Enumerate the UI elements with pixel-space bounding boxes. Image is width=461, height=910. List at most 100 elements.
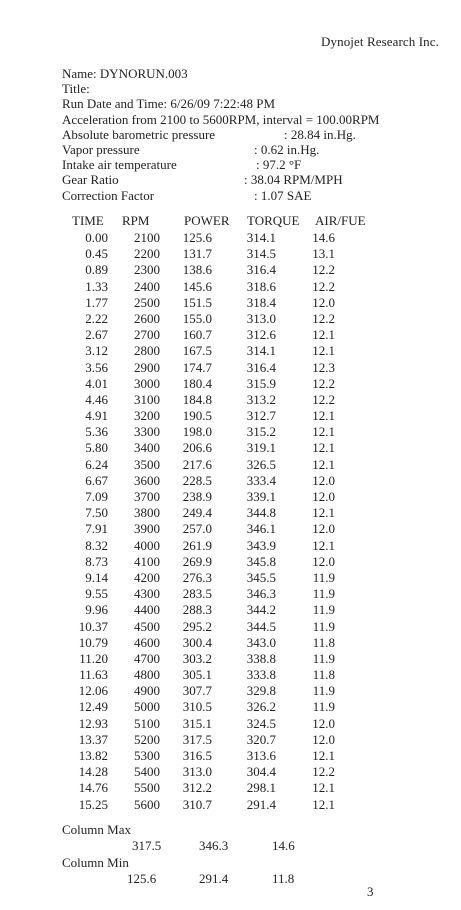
cell-airfuel: 12.2 xyxy=(312,391,335,407)
cell-rpm: 3100 xyxy=(134,391,160,407)
cell-power: 167.5 xyxy=(182,343,212,359)
table-row: 2.67 2700 160.7 312.6 12.1 xyxy=(0,327,461,343)
cell-torque: 315.9 xyxy=(246,375,276,391)
cell-power: 303.2 xyxy=(182,650,212,666)
cell-torque: 333.8 xyxy=(246,667,276,683)
table-row: 10.37 4500 295.2 344.5 11.9 xyxy=(0,619,461,635)
max-airfuel: 14.6 xyxy=(272,838,295,853)
cell-power: 312.2 xyxy=(182,780,212,796)
cell-airfuel: 12.0 xyxy=(312,489,335,504)
cell-torque: 315.2 xyxy=(246,424,276,440)
cell-time: 13.82 xyxy=(78,748,108,763)
cell-time: 15.25 xyxy=(78,796,108,812)
cell-torque: 316.4 xyxy=(246,359,276,375)
cell-airfuel: 11.9 xyxy=(312,650,335,666)
cell-time: 12.49 xyxy=(78,699,108,715)
table-row: 0.45 2200 131.7 314.5 13.1 xyxy=(0,246,461,262)
cell-rpm: 4400 xyxy=(134,602,160,618)
cell-torque: 298.1 xyxy=(246,780,276,796)
table-row: 4.01 3000 180.4 315.9 12.2 xyxy=(0,376,461,392)
cell-airfuel: 12.2 xyxy=(312,375,335,391)
cell-airfuel: 12.3 xyxy=(312,359,335,375)
cell-power: 305.1 xyxy=(182,667,212,683)
intake-temp-value: : 97.2 °F xyxy=(256,157,302,173)
cell-time: 7.50 xyxy=(85,505,108,521)
cell-time: 6.24 xyxy=(85,456,108,472)
cell-airfuel: 12.1 xyxy=(312,505,335,521)
cell-time: 11.20 xyxy=(79,650,108,666)
table-row: 9.96 4400 288.3 344.2 11.9 xyxy=(0,602,461,618)
cell-torque: 316.4 xyxy=(246,262,276,278)
cell-airfuel: 12.0 xyxy=(312,521,335,537)
cell-power: 198.0 xyxy=(182,424,212,440)
table-row: 7.50 3800 249.4 344.8 12.1 xyxy=(0,505,461,521)
cell-power: 190.5 xyxy=(182,408,212,424)
cell-power: 307.7 xyxy=(182,683,212,699)
cell-rpm: 2100 xyxy=(134,230,160,245)
cell-power: 151.5 xyxy=(182,294,212,310)
table-row: 4.46 3100 184.8 313.2 12.2 xyxy=(0,392,461,408)
cell-time: 6.67 xyxy=(85,472,108,488)
table-row: 12.49 5000 310.5 326.2 11.9 xyxy=(0,699,461,715)
cell-power: 288.3 xyxy=(182,602,212,618)
table-row: 11.63 4800 305.1 333.8 11.8 xyxy=(0,667,461,683)
cell-time: 4.01 xyxy=(85,375,108,391)
cell-airfuel: 11.8 xyxy=(312,634,335,650)
cell-time: 10.37 xyxy=(78,618,108,634)
cell-rpm: 3300 xyxy=(134,424,160,440)
col-header-time: TIME xyxy=(72,213,104,228)
cell-airfuel: 11.9 xyxy=(312,683,335,699)
cell-airfuel: 14.6 xyxy=(312,230,335,245)
cell-power: 300.4 xyxy=(182,634,212,650)
cell-rpm: 2300 xyxy=(134,262,160,278)
cell-airfuel: 12.1 xyxy=(312,440,335,456)
col-header-power: POWER xyxy=(184,213,230,228)
cell-airfuel: 12.0 xyxy=(312,731,335,747)
cell-power: 155.0 xyxy=(182,310,212,326)
table-row: 6.24 3500 217.6 326.5 12.1 xyxy=(0,457,461,473)
cell-airfuel: 12.2 xyxy=(312,278,335,294)
cell-torque: 346.3 xyxy=(246,586,276,602)
cell-torque: 313.6 xyxy=(246,748,276,763)
cell-torque: 318.6 xyxy=(246,278,276,294)
col-header-airfuel: AIR/FUE xyxy=(315,213,366,228)
run-date-time: Run Date and Time: 6/26/09 7:22:48 PM xyxy=(62,96,276,112)
cell-torque: 314.5 xyxy=(246,246,276,262)
cell-rpm: 5100 xyxy=(134,715,160,731)
cell-time: 7.09 xyxy=(85,489,108,504)
gear-ratio-label: Gear Ratio xyxy=(62,172,119,188)
cell-rpm: 4100 xyxy=(134,553,160,569)
cell-rpm: 5000 xyxy=(134,699,160,715)
vapor-pressure-value: : 0.62 in.Hg. xyxy=(254,141,320,157)
cell-torque: 339.1 xyxy=(246,489,276,504)
cell-torque: 313.0 xyxy=(246,310,276,326)
cell-airfuel: 12.1 xyxy=(312,456,335,472)
cell-power: 180.4 xyxy=(182,375,212,391)
cell-time: 3.56 xyxy=(85,359,108,375)
cell-torque: 344.8 xyxy=(246,505,276,521)
gear-ratio-value: : 38.04 RPM/MPH xyxy=(244,172,343,188)
cell-power: 315.1 xyxy=(182,715,212,731)
cell-airfuel: 12.0 xyxy=(312,715,335,731)
col-header-torque: TORQUE xyxy=(247,213,300,228)
cell-rpm: 4500 xyxy=(134,618,160,634)
baro-pressure-label: Absolute barometric pressure xyxy=(62,126,216,142)
cell-torque: 304.4 xyxy=(246,764,276,780)
company-header: Dynojet Research Inc. xyxy=(321,34,439,49)
run-name: Name: DYNORUN.003 xyxy=(62,66,188,81)
table-row: 6.67 3600 228.5 333.4 12.0 xyxy=(0,473,461,489)
cell-torque: 329.8 xyxy=(246,683,276,699)
table-row: 7.91 3900 257.0 346.1 12.0 xyxy=(0,521,461,537)
cell-power: 160.7 xyxy=(182,327,212,343)
table-row: 13.37 5200 317.5 320.7 12.0 xyxy=(0,732,461,748)
cell-torque: 318.4 xyxy=(246,294,276,310)
table-row: 12.93 5100 315.1 324.5 12.0 xyxy=(0,716,461,732)
table-row: 1.77 2500 151.5 318.4 12.0 xyxy=(0,295,461,311)
cell-rpm: 2200 xyxy=(134,246,160,262)
acceleration-range: Acceleration from 2100 to 5600RPM, inter… xyxy=(62,111,380,127)
cell-power: 316.5 xyxy=(182,748,212,763)
cell-rpm: 4700 xyxy=(134,650,160,666)
table-row: 8.32 4000 261.9 343.9 12.1 xyxy=(0,538,461,554)
table-row: 15.25 5600 310.7 291.4 12.1 xyxy=(0,797,461,813)
